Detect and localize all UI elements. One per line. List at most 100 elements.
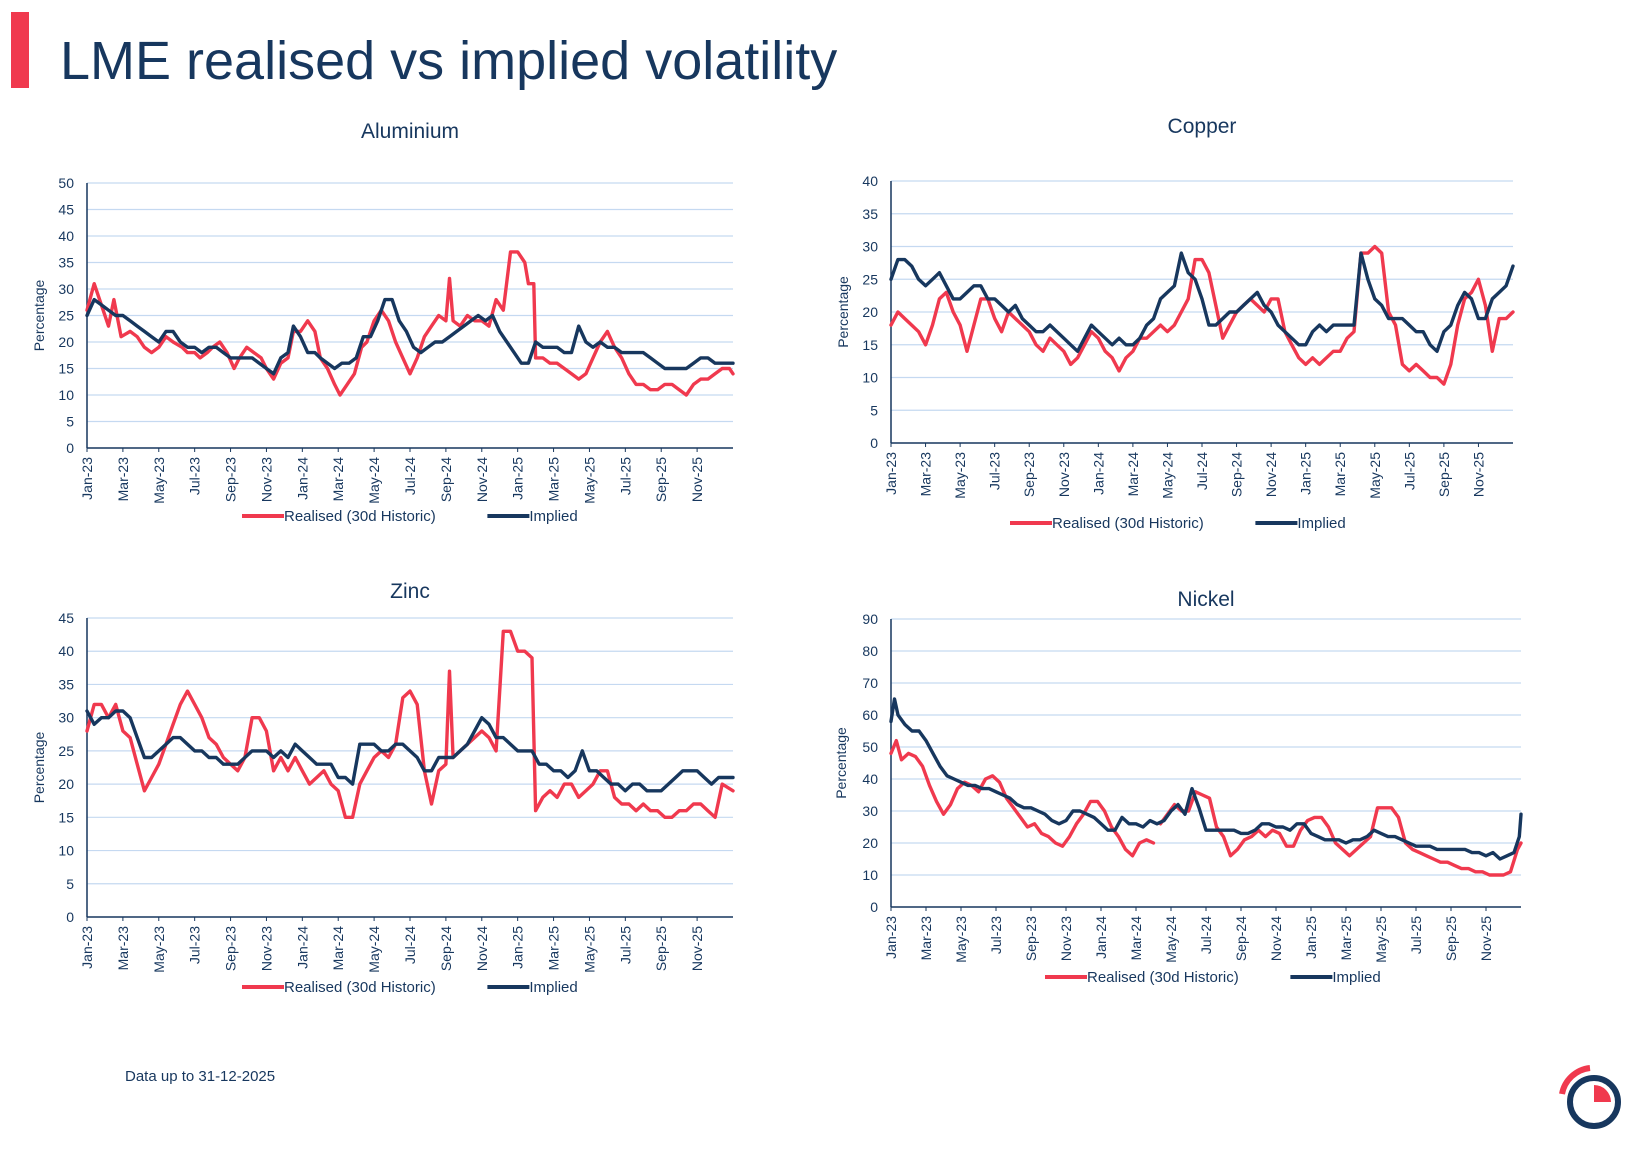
- data-footnote: Data up to 31-12-2025: [125, 1068, 276, 1085]
- y-tick-label: 5: [870, 402, 878, 418]
- x-tick-label: Jul-24: [1198, 916, 1214, 954]
- x-tick-label: Nov-25: [689, 926, 705, 971]
- legend-label: Implied: [529, 979, 577, 996]
- y-tick-label: 30: [862, 239, 878, 255]
- x-tick-label: Jan-24: [294, 457, 310, 500]
- x-tick-label: Jan-25: [510, 457, 526, 500]
- series-line-realised: [889, 738, 1156, 858]
- x-tick-label: Jul-25: [617, 457, 633, 495]
- legend-label: Implied: [1332, 969, 1380, 986]
- y-tick-label: 30: [58, 281, 74, 297]
- x-tick-label: Jul-23: [187, 457, 203, 495]
- y-tick-label: 10: [58, 387, 74, 403]
- chart-title: Nickel: [1177, 588, 1234, 611]
- legend-label: Realised (30d Historic): [1087, 969, 1239, 986]
- x-tick-label: Nov-24: [474, 926, 490, 971]
- x-tick-label: Mar-23: [115, 457, 131, 502]
- series-line-realised: [85, 629, 735, 819]
- x-tick-label: Sep-23: [223, 457, 239, 502]
- y-tick-label: 20: [58, 334, 74, 350]
- x-tick-label: Sep-23: [223, 926, 239, 971]
- y-tick-label: 50: [862, 739, 878, 755]
- x-tick-label: May-24: [1159, 452, 1175, 499]
- chart-aluminium: Aluminium 0 5 10 15 20 25 30 35 40 45 50 Percentage J…: [30, 110, 760, 540]
- x-tick-label: Jan-24: [294, 926, 310, 969]
- y-tick-label: 40: [58, 643, 74, 659]
- y-tick-label: 5: [66, 414, 74, 430]
- x-tick-label: May-24: [366, 926, 382, 973]
- x-tick-label: Mar-25: [1332, 452, 1348, 497]
- x-tick-label: Mar-23: [918, 452, 934, 497]
- y-tick-label: 30: [58, 710, 74, 726]
- chart-aluminium-svg: Aluminium 0 5 10 15 20 25 30 35 40 45 50 Percentage J…: [31, 120, 735, 525]
- y-tick-label: 5: [66, 876, 74, 892]
- series-line-implied: [889, 251, 1515, 353]
- y-tick-label: 0: [870, 435, 878, 451]
- x-tick-label: Jan-25: [1298, 452, 1314, 495]
- y-tick-label: 15: [862, 337, 878, 353]
- chart-copper-svg: Copper 0 5 10 15 20 25 30 35 40 Percentage Jan-23 Ma…: [835, 115, 1515, 532]
- y-tick-label: 35: [862, 206, 878, 222]
- x-tick-label: Nov-25: [1470, 452, 1486, 497]
- x-tick-label: Jan-24: [1093, 916, 1109, 959]
- x-tick-label: Jan-25: [510, 926, 526, 969]
- x-tick-label: Jul-23: [988, 916, 1004, 954]
- chart-title: Aluminium: [361, 120, 459, 143]
- x-tick-label: Sep-25: [1436, 452, 1452, 497]
- y-tick-label: 15: [58, 361, 74, 377]
- x-tick-label: Nov-23: [258, 926, 274, 971]
- y-tick-label: 40: [862, 173, 878, 189]
- y-tick-label: 20: [862, 835, 878, 851]
- series-line-implied: [889, 697, 1523, 861]
- y-tick-label: 25: [58, 308, 74, 324]
- y-tick-label: 35: [58, 255, 74, 271]
- y-tick-label: 80: [862, 643, 878, 659]
- x-tick-label: Sep-23: [1023, 916, 1039, 961]
- x-tick-label: Mar-23: [115, 926, 131, 971]
- x-tick-label: Jul-24: [1194, 452, 1210, 490]
- x-tick-label: May-24: [366, 457, 382, 504]
- chart-nickel-svg: Nickel 0 10 20 30 40 50 60 70 80 90 Percentage Jan-2…: [833, 588, 1523, 986]
- legend-label: Implied: [1297, 515, 1345, 532]
- y-tick-label: 45: [58, 610, 74, 626]
- brand-logo-icon: [1559, 1065, 1621, 1129]
- x-tick-label: Nov-24: [474, 457, 490, 502]
- x-tick-label: May-23: [952, 452, 968, 499]
- x-tick-label: Mar-24: [330, 926, 346, 971]
- x-tick-label: Jan-25: [1303, 916, 1319, 959]
- x-tick-label: Jul-25: [1401, 452, 1417, 490]
- y-axis-label: Percentage: [31, 279, 47, 351]
- chart-nickel: Nickel 0 10 20 30 40 50 60 70 80 90 Percentage Jan-2…: [830, 578, 1570, 1008]
- y-tick-label: 20: [58, 776, 74, 792]
- y-tick-label: 0: [870, 899, 878, 915]
- y-tick-label: 25: [862, 271, 878, 287]
- series-line-realised: [889, 244, 1515, 386]
- y-tick-label: 70: [862, 675, 878, 691]
- x-tick-label: Mar-25: [546, 926, 562, 971]
- x-tick-label: Nov-23: [258, 457, 274, 502]
- series-line-implied: [85, 297, 735, 376]
- chart-zinc-svg: Zinc 0 5 10 15 20 25 30 35 40 45 Percentage Jan-23 Ma…: [31, 580, 735, 996]
- x-tick-label: Sep-25: [653, 926, 669, 971]
- x-tick-label: Jan-23: [79, 457, 95, 500]
- x-tick-label: Nov-23: [1056, 452, 1072, 497]
- series-line-realised: [1158, 790, 1523, 877]
- x-tick-label: May-23: [151, 926, 167, 973]
- x-tick-label: Sep-25: [1443, 916, 1459, 961]
- y-tick-label: 10: [58, 843, 74, 859]
- x-tick-label: Jul-24: [402, 926, 418, 964]
- x-tick-label: Jul-25: [617, 926, 633, 964]
- x-tick-label: Jan-24: [1090, 452, 1106, 495]
- y-tick-label: 0: [66, 909, 74, 925]
- x-tick-label: May-25: [581, 926, 597, 973]
- y-tick-label: 40: [862, 771, 878, 787]
- x-tick-label: Nov-24: [1263, 452, 1279, 497]
- y-tick-label: 15: [58, 809, 74, 825]
- chart-title: Copper: [1168, 115, 1237, 138]
- y-tick-label: 10: [862, 370, 878, 386]
- x-tick-label: Mar-24: [1125, 452, 1141, 497]
- y-tick-label: 10: [862, 867, 878, 883]
- x-tick-label: Jul-25: [1408, 916, 1424, 954]
- y-tick-label: 20: [862, 304, 878, 320]
- x-tick-label: May-23: [151, 457, 167, 504]
